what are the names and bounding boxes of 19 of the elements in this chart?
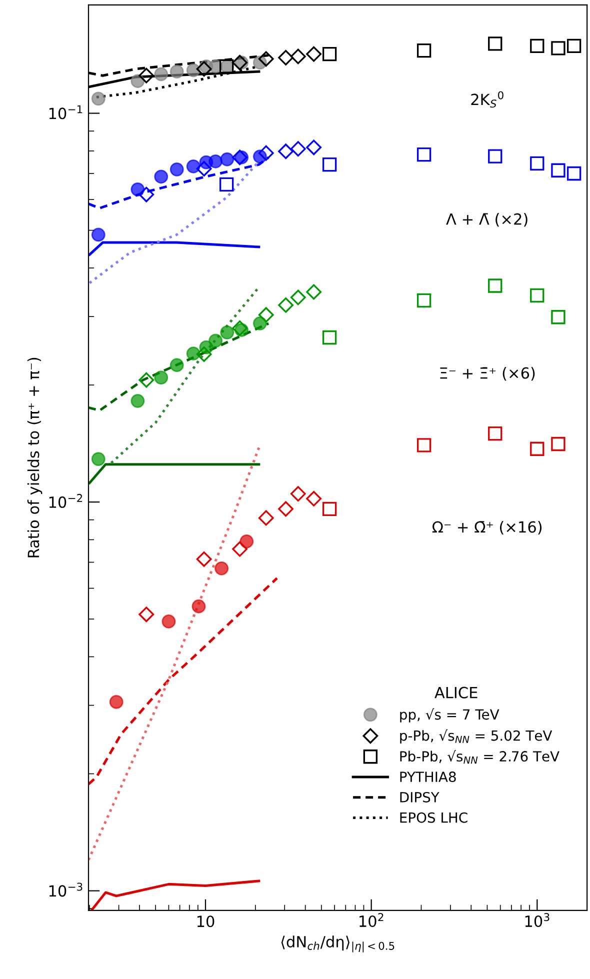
annotation: Λ + Λ̄ (×2)	[446, 213, 528, 227]
x-tick-label: 10$^{3}$	[525, 913, 550, 928]
legend-label: Pb-Pb, √s$_{NN}$ = 2.76 TeV	[400, 750, 560, 764]
legend-label: EPOS LHC	[400, 812, 468, 823]
y-tick-label: 10$^{−1}$	[49, 105, 82, 120]
x-tick-label: 10$^{2}$	[360, 913, 384, 928]
legend-title: ALICE	[434, 686, 478, 698]
y-tick-label: 10$^{−2}$	[49, 494, 82, 508]
y-axis-title: Ratio of yields to (π⁺ + π⁻)	[27, 358, 42, 558]
x-tick-label: 10	[197, 916, 214, 928]
annotation: Ω⁻ + Ω̄⁺ (×16)	[432, 520, 542, 535]
annotation: Ξ⁻ + Ξ̄⁺ (×6)	[440, 366, 535, 381]
legend-label: PYTHIA8	[400, 772, 456, 782]
legend-label: pp, √s = 7 TeV	[400, 708, 500, 722]
legend-label: p-Pb, √s$_{NN}$ = 5.02 TeV	[400, 729, 552, 744]
y-tick-label: 10$^{−3}$	[49, 882, 82, 897]
x-axis-title: ⟨dN$_{ch}$/dη⟩$_{|η|<0.5}$	[281, 936, 394, 952]
annotation: 2K$_{S}$$^{0}$	[471, 91, 504, 108]
legend-label: DIPSY	[400, 792, 440, 802]
